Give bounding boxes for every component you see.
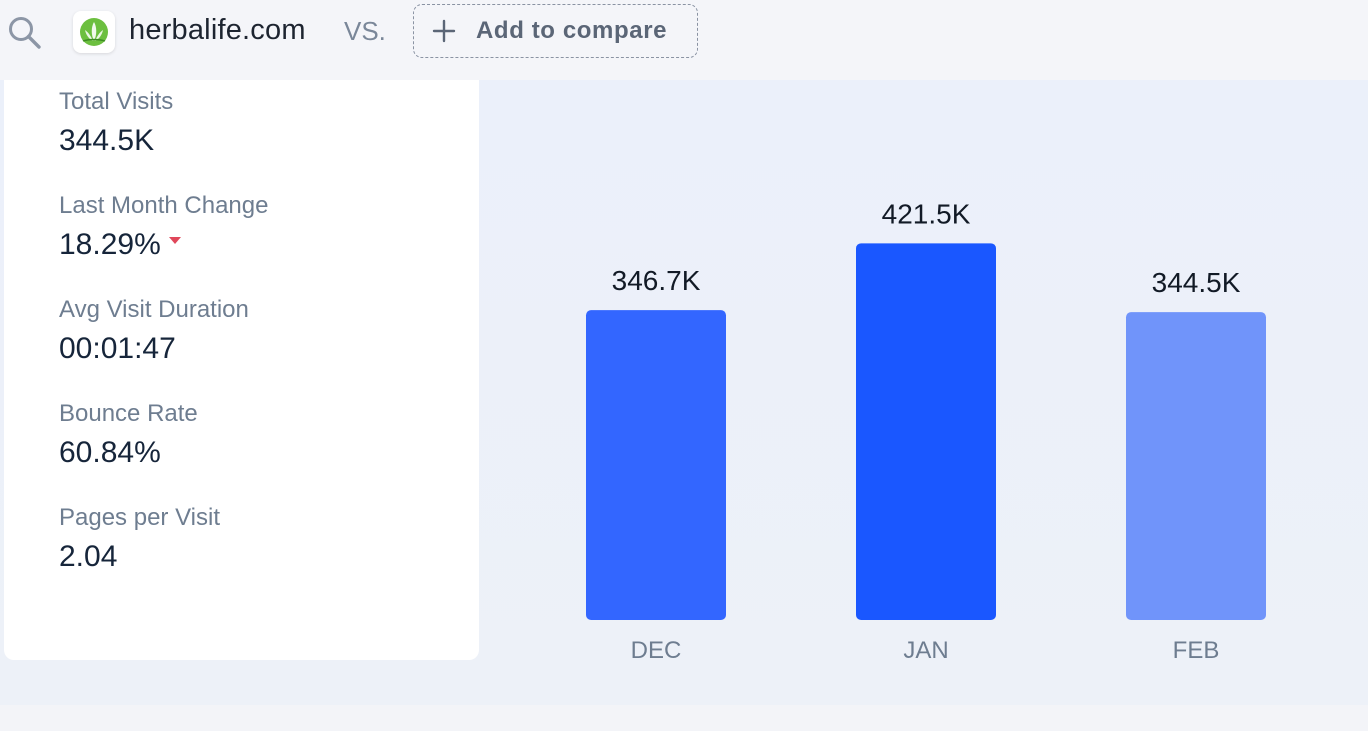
metric-value: 2.04 — [59, 540, 118, 573]
add-to-compare-label: Add to compare — [476, 17, 668, 44]
visits-chart: 346.7K DEC 421.5K JAN 344.5K FEB — [479, 80, 1368, 705]
metric-value: 60.84% — [59, 436, 161, 469]
plus-icon — [432, 19, 456, 43]
metric-value-row: 18.29% — [59, 230, 268, 260]
metric-label: Bounce Rate — [59, 400, 198, 427]
add-to-compare-button[interactable]: Add to compare — [413, 4, 698, 58]
metrics-card: Total Visits 344.5K Last Month Change 18… — [4, 80, 479, 660]
bar-dec[interactable] — [586, 310, 726, 620]
metric-value: 344.5K — [59, 124, 155, 157]
main-panel: Total Visits 344.5K Last Month Change 18… — [0, 80, 1368, 705]
top-bar: herbalife.com VS. Add to compare — [0, 0, 1368, 80]
metric-label: Last Month Change — [59, 192, 269, 219]
bar-value-label: 346.7K — [612, 265, 701, 296]
bar-feb[interactable] — [1126, 312, 1266, 620]
metric-value: 00:01:47 — [59, 332, 176, 365]
site-name[interactable]: herbalife.com — [129, 14, 306, 46]
metric-label: Total Visits — [59, 88, 174, 115]
x-tick-label: FEB — [1173, 637, 1220, 664]
search-icon[interactable] — [6, 14, 42, 50]
bar-value-label: 344.5K — [1152, 267, 1241, 298]
metric-label: Avg Visit Duration — [59, 296, 249, 323]
metric-value: 18.29% — [59, 228, 161, 261]
x-tick-label: DEC — [631, 637, 682, 664]
visits-bar-chart: 346.7K DEC 421.5K JAN 344.5K FEB — [586, 198, 1266, 664]
bottom-strip — [0, 705, 1368, 731]
x-tick-label: JAN — [903, 637, 948, 664]
metric-pages-per-visit: Pages per Visit 2.04 — [59, 506, 220, 572]
metric-bounce-rate: Bounce Rate 60.84% — [59, 402, 198, 468]
bar-value-label: 421.5K — [882, 198, 971, 229]
bar-jan[interactable] — [856, 243, 996, 620]
site-logo — [73, 11, 115, 53]
metric-avg-visit-duration: Avg Visit Duration 00:01:47 — [59, 298, 249, 364]
metric-total-visits: Total Visits 344.5K — [59, 90, 173, 156]
herbalife-leaf-icon — [80, 18, 108, 46]
metric-label: Pages per Visit — [59, 504, 220, 531]
vs-label: VS. — [344, 16, 386, 46]
trend-down-icon — [168, 236, 181, 244]
metric-last-month-change: Last Month Change 18.29% — [59, 194, 268, 260]
